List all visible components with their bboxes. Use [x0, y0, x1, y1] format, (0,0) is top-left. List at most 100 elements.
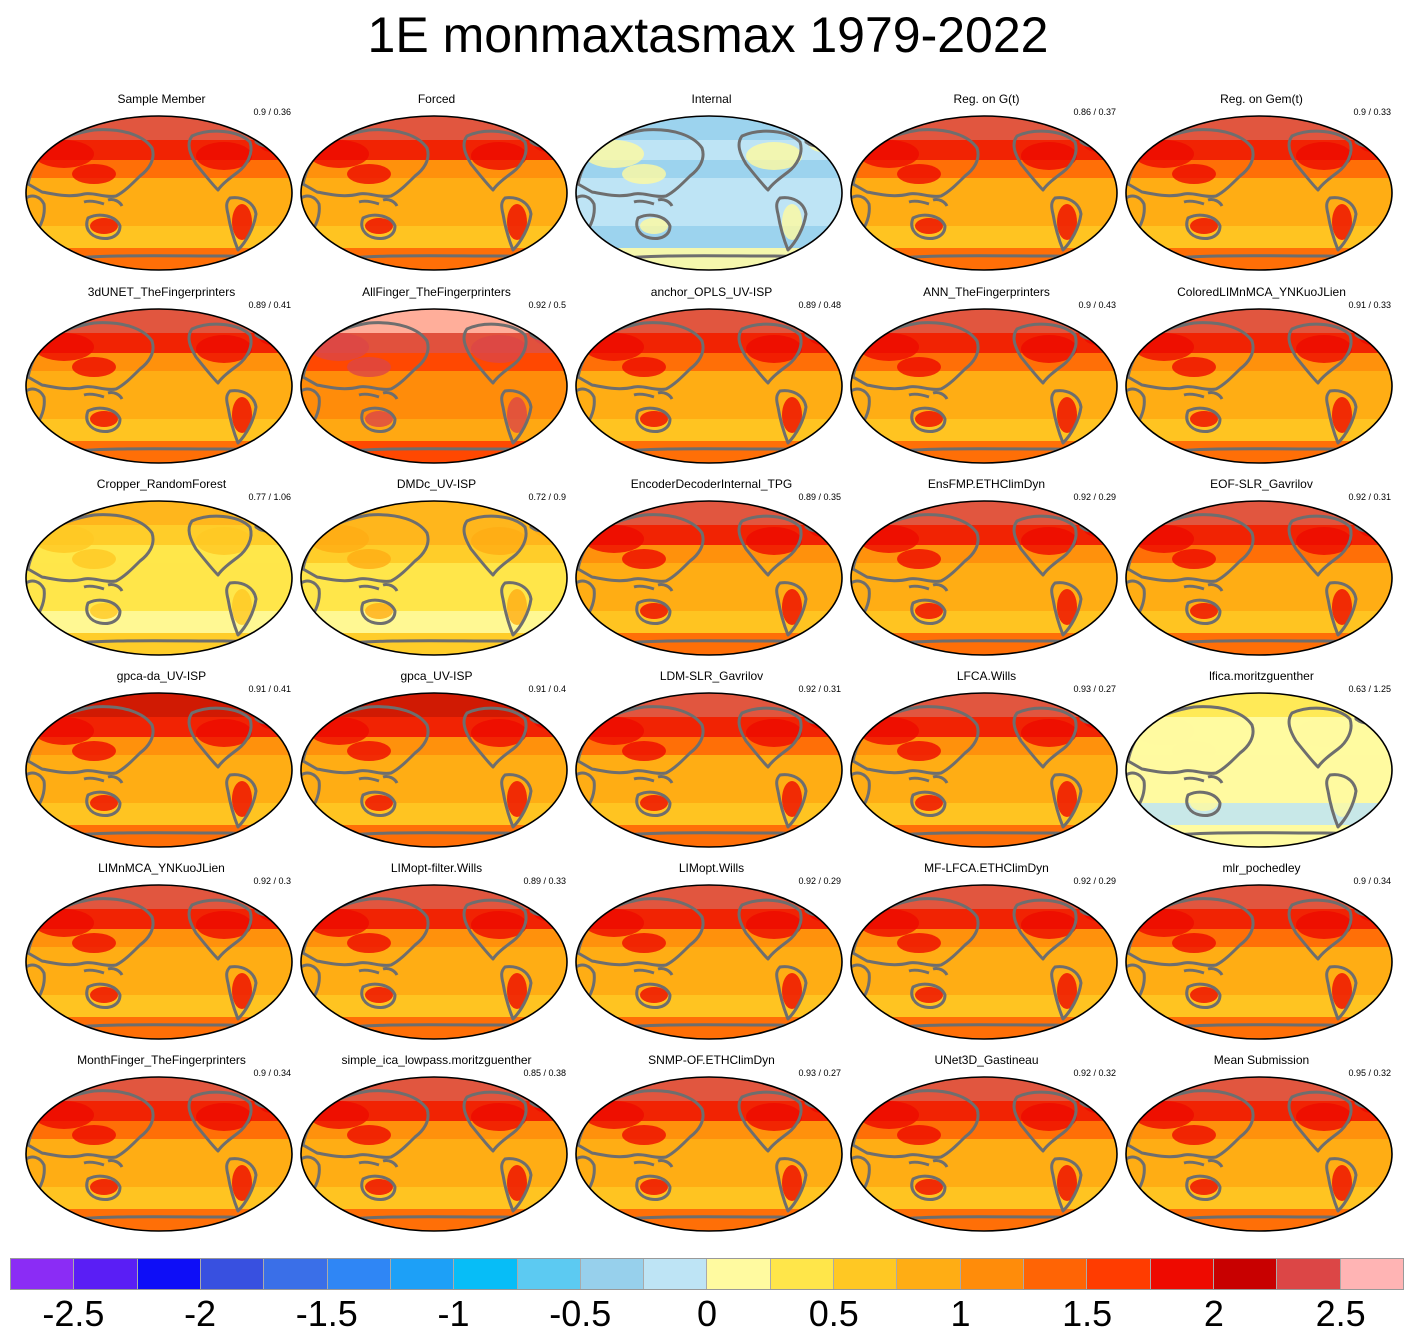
warming-patch	[859, 909, 919, 937]
coastline	[1325, 1157, 1358, 1213]
warming-patch	[746, 335, 802, 363]
warming-patch	[90, 603, 118, 619]
field-band	[1126, 885, 1392, 909]
map-frame	[850, 115, 1118, 271]
coastline	[1183, 967, 1224, 976]
warming-patch	[309, 140, 369, 168]
colorbar-cell	[644, 1259, 708, 1289]
warming-patch	[1358, 517, 1386, 537]
field-band	[576, 1077, 842, 1101]
map-frame	[575, 1076, 843, 1232]
warming-patch	[1172, 164, 1216, 184]
coastline	[1050, 196, 1083, 252]
map-frame	[25, 692, 293, 848]
colorbar-cell	[200, 1259, 265, 1289]
panel-score: 0.92 / 0.29	[1073, 492, 1116, 502]
warming-patch	[782, 397, 802, 433]
map-panel: lfica.moritzguenther 0.63 / 1.25	[1124, 669, 1399, 849]
coastline	[187, 898, 253, 961]
panel-title: EOF-SLR_Gavrilov	[1210, 477, 1313, 491]
warming-patch	[72, 1125, 116, 1145]
field-band	[26, 501, 292, 525]
map-field	[1125, 884, 1393, 1040]
field-band	[576, 1017, 842, 1039]
field-band	[1126, 419, 1392, 441]
warming-patch	[90, 987, 118, 1003]
map-panel: EOF-SLR_Gavrilov 0.92 / 0.31	[1124, 477, 1399, 657]
panel-title: ANN_TheFingerprinters	[923, 285, 1050, 299]
coastline	[1012, 514, 1078, 577]
panel-title: DMDc_UV-ISP	[396, 477, 477, 491]
coastline	[187, 1090, 253, 1153]
coastline	[462, 129, 528, 192]
warming-patch	[859, 333, 919, 361]
coastline	[83, 198, 124, 207]
warming-patch	[507, 204, 527, 240]
coastline	[775, 965, 808, 1021]
coastline	[26, 897, 155, 967]
coastline	[1126, 513, 1255, 583]
panel-score: 0.92 / 0.31	[1348, 492, 1391, 502]
coastline	[1185, 982, 1222, 1009]
warming-patch	[915, 218, 943, 234]
field-band	[26, 441, 292, 463]
colorbar	[10, 1258, 1404, 1290]
colorbar-cell	[1277, 1259, 1341, 1289]
field-band	[1126, 1017, 1392, 1039]
coastline	[83, 583, 124, 592]
field-band	[301, 1209, 567, 1231]
field-band	[576, 693, 842, 717]
coastline	[360, 982, 397, 1009]
field-band	[1126, 309, 1392, 333]
panel-score: 0.91 / 0.33	[1348, 300, 1391, 310]
warming-patch	[258, 1093, 286, 1113]
warming-patch	[196, 1103, 252, 1131]
panel-score: 0.72 / 0.9	[528, 492, 566, 502]
coastline	[635, 790, 672, 817]
field-band	[851, 803, 1117, 825]
warming-patch	[1057, 397, 1077, 433]
colorbar-cell	[264, 1259, 328, 1289]
map-frame	[1125, 500, 1393, 656]
warming-patch	[347, 549, 391, 569]
warming-patch	[1296, 719, 1352, 747]
map-panel: Reg. on G(t) 0.86 / 0.37	[849, 92, 1124, 272]
warming-patch	[1332, 589, 1352, 625]
coastline	[1287, 1090, 1353, 1153]
map-frame	[575, 115, 843, 271]
colorbar-tick-label: 2	[1203, 1293, 1224, 1334]
field-band	[1126, 1077, 1392, 1101]
coastline	[851, 321, 980, 391]
coastline	[358, 967, 399, 976]
warming-patch	[859, 140, 919, 168]
coastline	[301, 513, 430, 583]
warming-patch	[34, 717, 94, 745]
warming-patch	[507, 589, 527, 625]
map-panel: 3dUNET_TheFingerprinters 0.89 / 0.41	[24, 285, 299, 465]
map-field	[850, 884, 1118, 1040]
coastline	[775, 196, 808, 252]
warming-patch	[1083, 132, 1111, 152]
field-band	[851, 441, 1117, 463]
coastline	[358, 775, 399, 784]
coastline	[500, 196, 533, 252]
warming-patch	[232, 973, 252, 1009]
warming-patch	[34, 140, 94, 168]
map-field	[25, 884, 293, 1040]
warming-patch	[232, 397, 252, 433]
colorbar-cell	[1340, 1259, 1403, 1289]
coastline	[908, 967, 949, 976]
field-band	[26, 419, 292, 441]
panel-score: 0.77 / 1.06	[248, 492, 291, 502]
field-band	[1126, 1187, 1392, 1209]
coastline	[908, 1159, 949, 1168]
warming-patch	[897, 164, 941, 184]
field-band	[851, 116, 1117, 140]
colorbar-cell	[390, 1259, 455, 1289]
warming-patch	[1083, 901, 1111, 921]
coastline	[1185, 406, 1222, 433]
coastline	[908, 583, 949, 592]
warming-patch	[1332, 973, 1352, 1009]
coastline	[500, 1157, 533, 1213]
coastline	[26, 705, 155, 775]
